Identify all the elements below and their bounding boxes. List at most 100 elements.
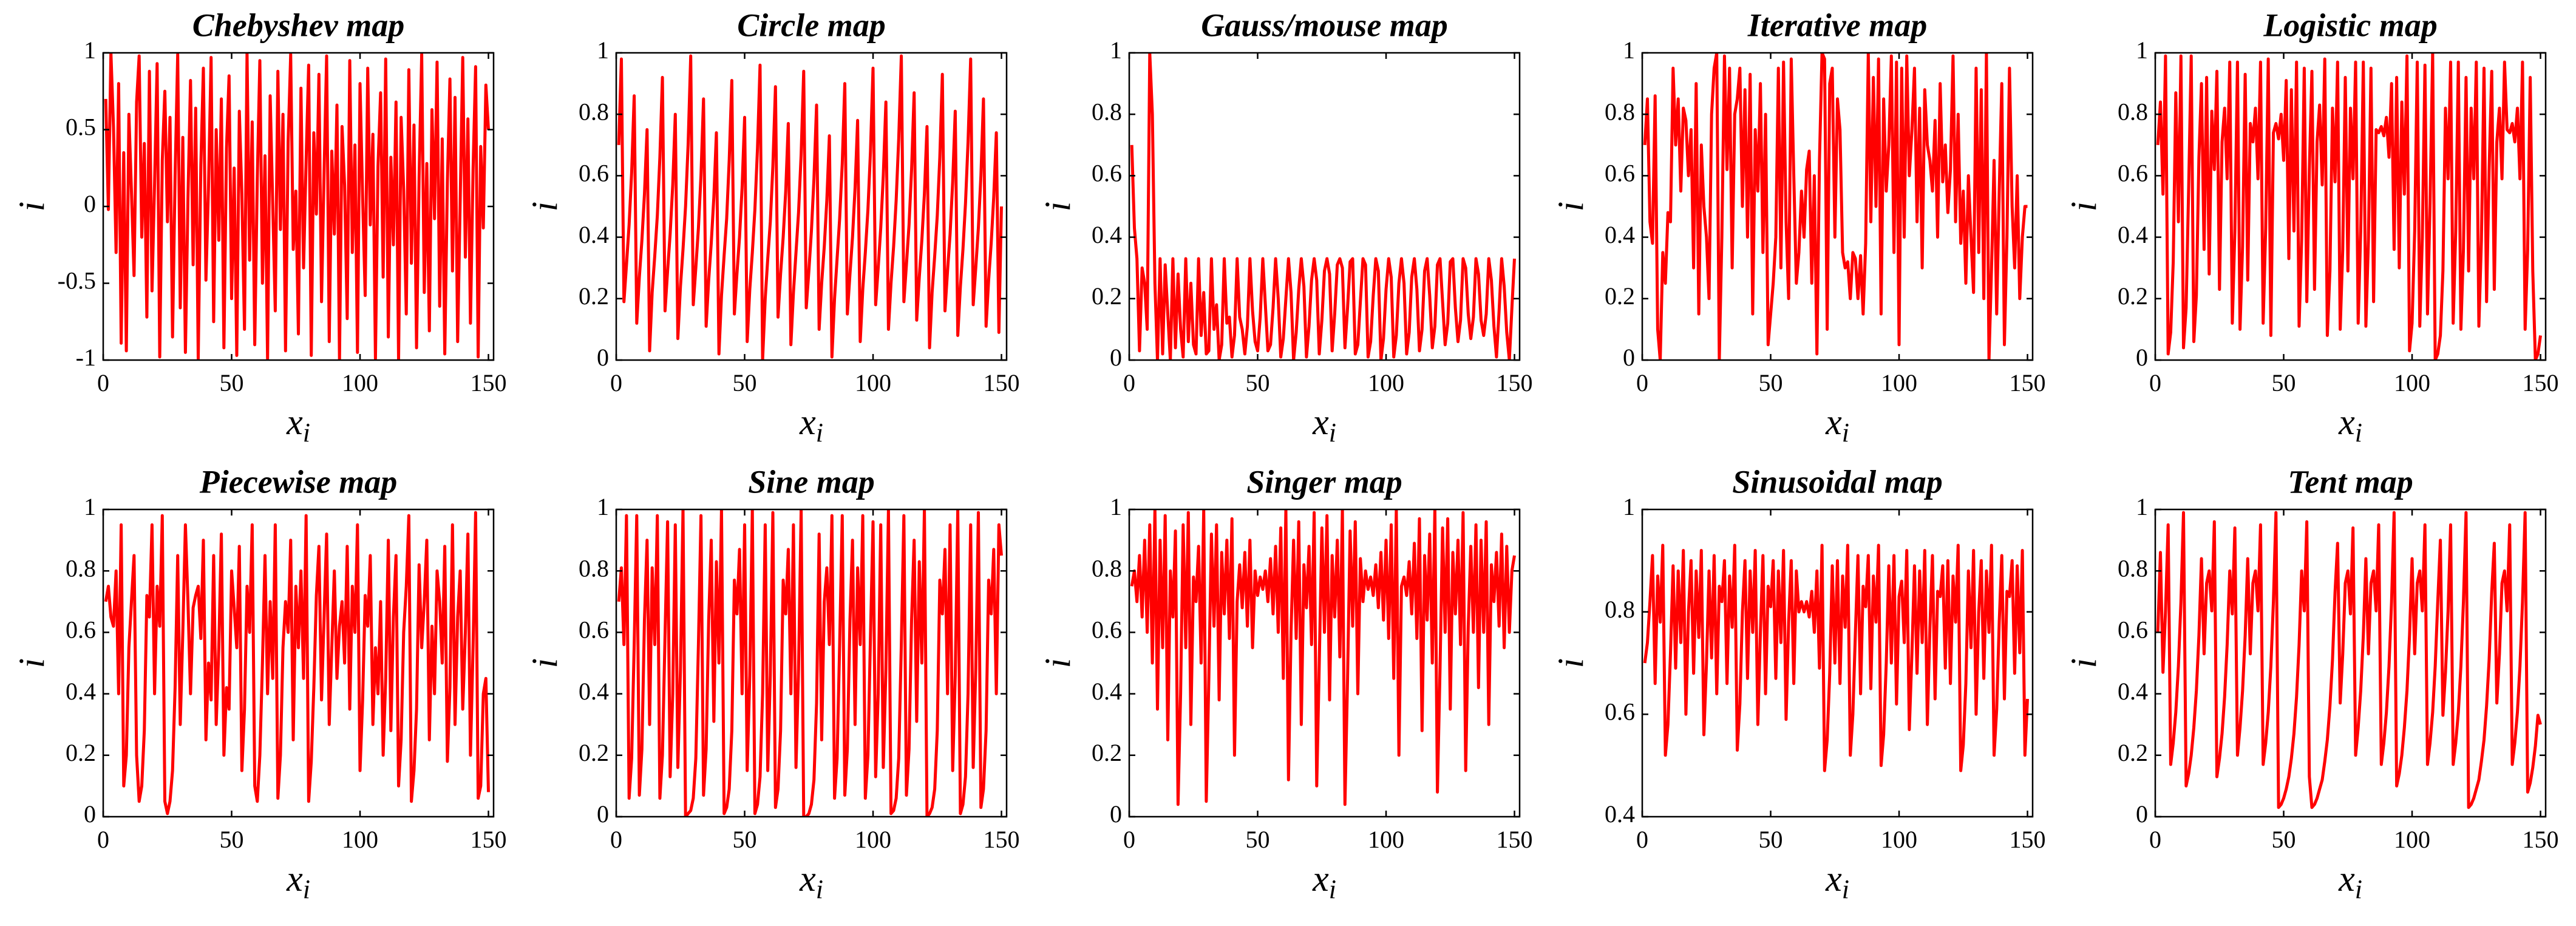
y-tick-label: 0.8	[66, 554, 96, 582]
x-axis-label: xi	[2338, 859, 2362, 904]
x-axis-label-subscript: i	[816, 418, 823, 448]
data-line	[104, 53, 490, 360]
x-tick-label: 100	[1881, 826, 1917, 853]
x-tick-label: 100	[855, 369, 891, 397]
x-tick-label: 150	[2010, 369, 2046, 397]
axes-box	[1641, 508, 2034, 818]
y-tick-label: 0.5	[66, 114, 96, 141]
subplot-title: Sine map	[748, 463, 875, 500]
y-tick-label: 0	[597, 800, 609, 828]
y-tick-label: 1	[2136, 493, 2148, 520]
x-tick-label: 150	[1497, 826, 1533, 853]
x-tick-label: 100	[342, 369, 378, 397]
y-tick-label: 0	[84, 800, 96, 828]
y-tick-label: 0.2	[579, 739, 609, 766]
y-tick-label: 0.2	[1092, 282, 1122, 310]
y-tick-label: 0.2	[579, 282, 609, 310]
x-axis-label-subscript: i	[1329, 874, 1336, 904]
x-tick-label: 0	[2149, 369, 2161, 397]
x-tick-label: 50	[2272, 369, 2296, 397]
subplot-title: Chebyshev map	[192, 7, 404, 43]
y-tick-label: 0	[2136, 344, 2148, 371]
y-tick-label: 1	[1110, 493, 1122, 520]
axes-box	[2154, 508, 2547, 818]
y-tick-label: 0.6	[579, 616, 609, 644]
y-tick-label: 1	[597, 493, 609, 520]
y-tick-label: 0	[1110, 344, 1122, 371]
x-axis-label-base: x	[1312, 402, 1329, 442]
y-tick-label: 0.6	[2118, 160, 2148, 187]
y-axis-label: i	[1551, 658, 1591, 669]
x-axis-label-base: x	[799, 402, 816, 442]
y-tick-label: 0.8	[579, 554, 609, 582]
data-line	[2156, 511, 2542, 809]
x-tick-label: 150	[2010, 826, 2046, 853]
y-axis-label: i	[1038, 202, 1078, 212]
x-axis-label: xi	[799, 859, 823, 904]
subplot-title: Logistic map	[2263, 7, 2437, 43]
x-tick-label: 50	[1759, 826, 1783, 853]
y-tick-label: 0.6	[579, 160, 609, 187]
y-tick-label: 1	[597, 36, 609, 64]
x-tick-label: 100	[1368, 369, 1404, 397]
y-tick-label: 0.6	[1605, 160, 1635, 187]
x-tick-label: 50	[1759, 369, 1783, 397]
x-tick-label: 50	[2272, 826, 2296, 853]
subplot-title: Gauss/mouse map	[1201, 7, 1448, 43]
x-axis-label: xi	[286, 402, 310, 448]
y-tick-label: 0.8	[579, 98, 609, 125]
x-tick-label: 0	[1636, 826, 1648, 853]
y-tick-label: 0.4	[1605, 221, 1635, 248]
x-tick-label: 0	[1123, 826, 1135, 853]
subplot-title: Tent map	[2288, 463, 2413, 500]
subplot-title: Circle map	[737, 7, 885, 43]
data-line	[1643, 53, 2028, 360]
x-tick-label: 150	[471, 826, 507, 853]
y-tick-label: 0.4	[66, 678, 96, 705]
data-line	[1643, 543, 2029, 772]
data-line	[617, 54, 1003, 360]
y-tick-label: 0.8	[2118, 98, 2148, 125]
x-axis-label-base: x	[2338, 402, 2355, 442]
x-tick-label: 0	[97, 826, 109, 853]
y-tick-label: 0.6	[1605, 698, 1635, 726]
x-axis-label-subscript: i	[2355, 418, 2362, 448]
x-tick-label: 150	[2523, 369, 2559, 397]
x-tick-label: 100	[855, 826, 891, 853]
x-axis-label: xi	[1312, 402, 1336, 448]
x-axis-label-base: x	[286, 402, 303, 442]
y-tick-label: 1	[1623, 493, 1635, 520]
x-axis-label: xi	[1825, 402, 1849, 448]
y-tick-label: 1	[84, 493, 96, 520]
x-tick-label: 150	[1497, 369, 1533, 397]
y-axis-label: i	[525, 202, 565, 212]
x-tick-label: 0	[1123, 369, 1135, 397]
y-tick-label: 1	[2136, 36, 2148, 64]
y-tick-label: -0.5	[58, 267, 96, 294]
y-tick-label: 0.4	[579, 221, 609, 248]
y-axis-label: i	[12, 658, 52, 669]
x-tick-label: 0	[2149, 826, 2161, 853]
x-tick-label: 50	[220, 826, 244, 853]
y-tick-label: 1	[1110, 36, 1122, 64]
x-axis-label-subscript: i	[303, 418, 310, 448]
subplot-title: Iterative map	[1747, 7, 1927, 43]
x-tick-label: 100	[1368, 826, 1404, 853]
y-axis-label: i	[2064, 202, 2104, 212]
x-axis-label-subscript: i	[816, 874, 823, 904]
y-tick-label: 0.6	[2118, 616, 2148, 644]
y-tick-label: 0.4	[2118, 678, 2148, 705]
x-tick-label: 150	[2523, 826, 2559, 853]
x-tick-label: 150	[984, 826, 1020, 853]
x-tick-label: 0	[1636, 369, 1648, 397]
y-tick-label: 0.4	[1605, 800, 1635, 828]
y-tick-label: 0	[1110, 800, 1122, 828]
